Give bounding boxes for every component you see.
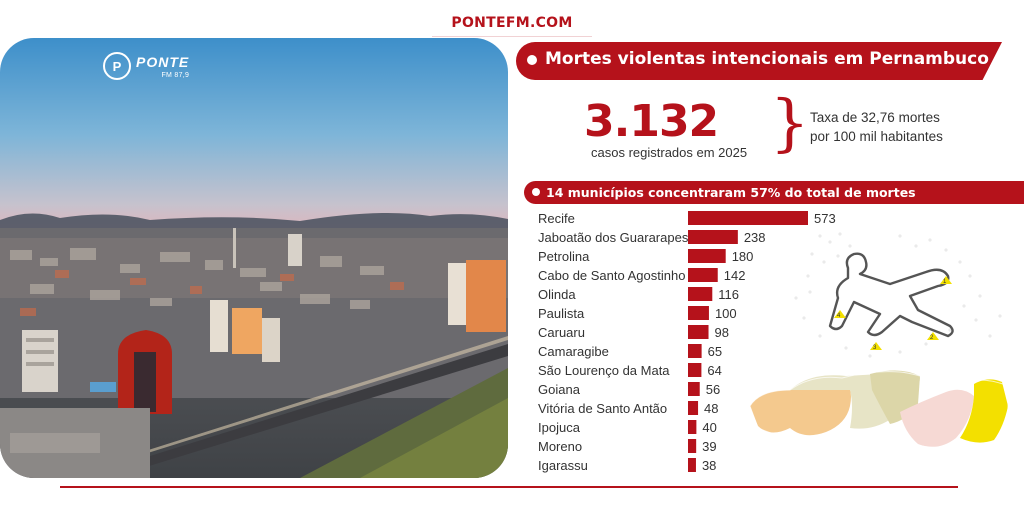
value-label: 48 <box>704 401 718 416</box>
bar <box>688 420 697 434</box>
decorative-map: 1 2 3 4 <box>750 232 1009 448</box>
dotted-texture <box>794 232 1002 358</box>
site-title[interactable]: PONTEFM.COM <box>451 15 573 31</box>
value-label: 65 <box>708 344 722 359</box>
logo-frequency: FM 87,9 <box>161 71 190 79</box>
value-label: 39 <box>702 439 716 454</box>
brand-logo: P PONTE FM 87,9 <box>103 52 189 80</box>
svg-text:4: 4 <box>837 313 841 319</box>
evidence-markers: 1 2 3 4 <box>834 276 952 351</box>
subheader-bullet-icon <box>532 188 540 196</box>
infographic-title: Mortes violentas intencionais em Pernamb… <box>545 49 989 69</box>
subheader-banner <box>524 181 1024 204</box>
bottom-rule <box>60 486 958 488</box>
svg-text:1: 1 <box>943 279 947 285</box>
category-label: Camaragibe <box>538 344 609 359</box>
bar <box>688 268 718 282</box>
subheader-title: 14 municípios concentraram 57% do total … <box>546 185 916 200</box>
total-deaths-caption: casos registrados em 2025 <box>591 145 748 160</box>
radio-logo-icon: P <box>103 52 131 80</box>
bar <box>688 363 702 377</box>
category-label: São Lourenço da Mata <box>538 363 670 378</box>
category-label: Petrolina <box>538 249 590 264</box>
category-label: Goiana <box>538 382 581 397</box>
city-skyline-illustration <box>0 212 508 478</box>
svg-text:3: 3 <box>873 345 877 351</box>
value-label: 56 <box>706 382 720 397</box>
brace-icon: } <box>770 86 810 159</box>
bar <box>688 382 700 396</box>
bar <box>688 287 713 301</box>
total-deaths-number: 3.132 <box>584 96 719 147</box>
municipality-bar-chart: Recife 573 Jaboatão dos Guararapes 238 Petro… <box>538 211 836 473</box>
bar <box>688 249 726 263</box>
value-label: 64 <box>707 363 721 378</box>
value-label: 40 <box>702 420 716 435</box>
pernambuco-map <box>750 370 1009 448</box>
rate-text: Taxa de 32,76 mortes por 100 mil habitan… <box>810 108 970 146</box>
value-label: 238 <box>744 230 766 245</box>
category-label: Cabo de Santo Agostinho <box>538 268 685 283</box>
bar <box>688 211 808 225</box>
bar <box>688 401 699 415</box>
bar <box>688 439 697 453</box>
rate-line-2: por 100 mil habitantes <box>810 129 943 144</box>
header-banner <box>516 42 1002 80</box>
category-label: Jaboatão dos Guararapes <box>538 230 689 245</box>
category-label: Igarassu <box>538 458 588 473</box>
category-label: Vitória de Santo Antão <box>538 401 667 416</box>
city-photo: P PONTE FM 87,9 <box>0 38 508 478</box>
bar <box>688 458 696 472</box>
value-label: 142 <box>724 268 746 283</box>
rate-line-1: Taxa de 32,76 mortes <box>810 110 940 125</box>
logo-name: PONTE <box>136 53 190 70</box>
header-bullet-icon <box>527 55 537 65</box>
bars-layer: Recife 573 Jaboatão dos Guararapes 238 Petro… <box>538 211 836 473</box>
bar <box>688 325 709 339</box>
category-label: Moreno <box>538 439 582 454</box>
value-label: 38 <box>702 458 716 473</box>
category-label: Olinda <box>538 287 576 302</box>
category-label: Paulista <box>538 306 585 321</box>
bar <box>688 306 709 320</box>
value-label: 100 <box>715 306 737 321</box>
value-label: 116 <box>718 287 739 302</box>
svg-text:2: 2 <box>930 335 934 341</box>
category-label: Recife <box>538 211 575 226</box>
bar <box>688 344 702 358</box>
bar <box>688 230 738 244</box>
value-label: 573 <box>814 211 836 226</box>
body-outline-icon <box>828 252 954 338</box>
category-label: Ipojuca <box>538 420 581 435</box>
value-label: 180 <box>732 249 754 264</box>
site-title-underline <box>432 36 592 37</box>
value-label: 98 <box>715 325 729 340</box>
category-label: Caruaru <box>538 325 585 340</box>
